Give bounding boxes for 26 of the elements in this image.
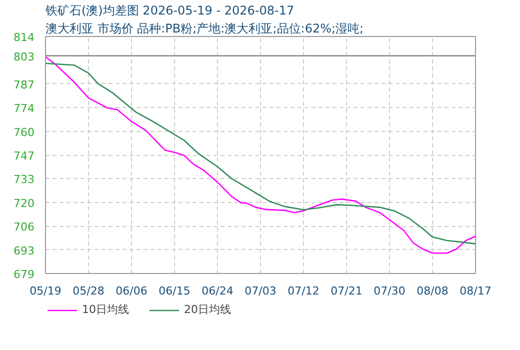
x-tick-label: 07/03 — [244, 284, 276, 298]
y-tick-label: 814 — [14, 31, 35, 44]
x-tick-label: 07/21 — [330, 284, 362, 298]
legend-label: 20日均线 — [184, 302, 231, 317]
y-tick-label: 760 — [14, 126, 35, 139]
x-tick-label: 05/28 — [72, 284, 104, 298]
y-tick-label: 803 — [14, 50, 35, 64]
x-tick-label: 05/19 — [30, 284, 62, 298]
y-tick-label: 693 — [14, 244, 35, 258]
chart-title: 铁矿石(澳)均差图 2026-05-19 - 2026-08-17 — [44, 4, 294, 18]
x-tick-label: 07/12 — [288, 284, 320, 298]
y-tick-label: 787 — [14, 78, 35, 92]
y-tick-label: 679 — [14, 268, 35, 281]
x-tick-label: 07/30 — [374, 284, 406, 298]
y-tick-label: 747 — [14, 150, 35, 162]
y-tick-label: 733 — [14, 173, 35, 186]
x-tick-label: 06/24 — [202, 284, 234, 298]
x-tick-label: 06/15 — [158, 284, 190, 298]
x-tick-label: 06/06 — [116, 284, 148, 298]
chart-subtitle: 澳大利亚 市场价 品种:PB粉;产地:澳大利亚;品位:62%;湿吨; — [46, 22, 364, 36]
y-tick-label: 706 — [14, 220, 35, 234]
y-tick-label: 774 — [14, 102, 35, 116]
x-tick-label: 08/08 — [416, 284, 448, 298]
y-tick-label: 720 — [14, 196, 35, 210]
legend-label: 10日均线 — [82, 302, 129, 317]
x-tick-label: 08/17 — [460, 284, 492, 298]
